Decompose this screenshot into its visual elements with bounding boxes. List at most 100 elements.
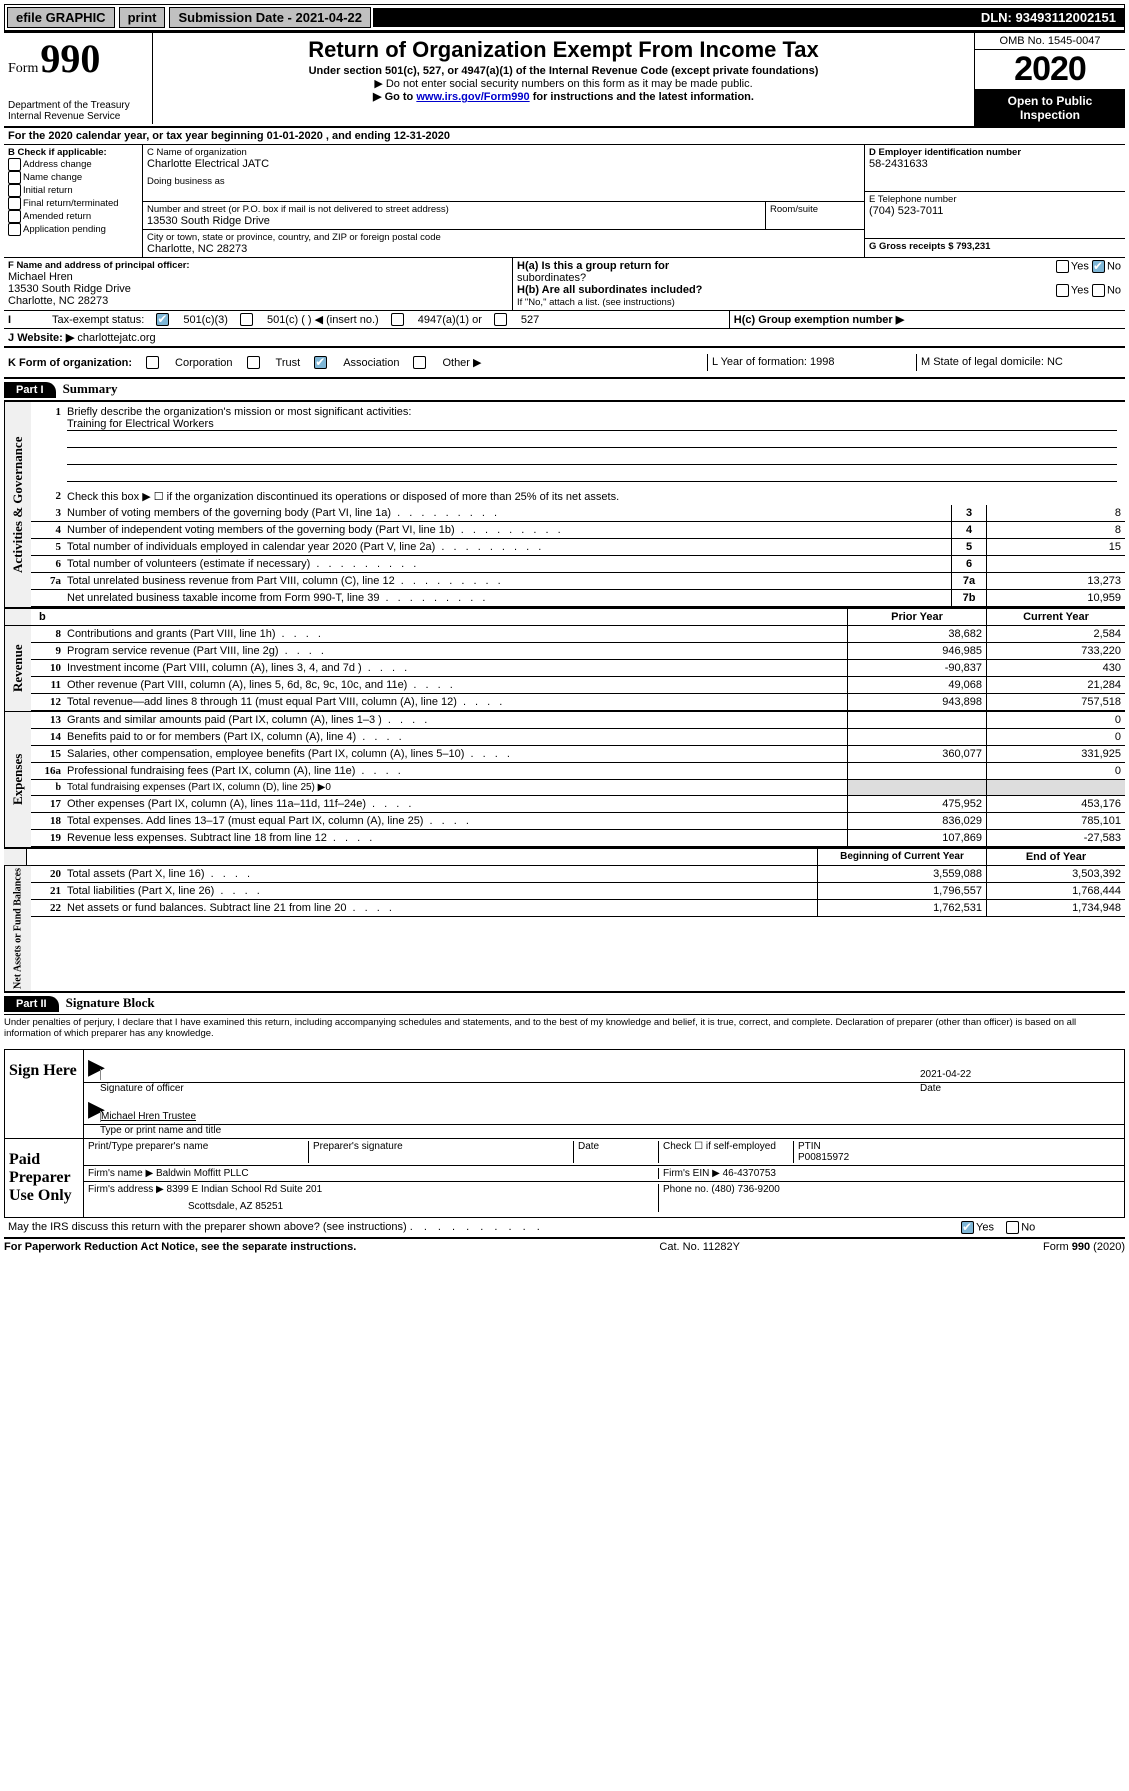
cb-501c3[interactable]	[156, 313, 169, 326]
ha-yes[interactable]	[1056, 260, 1069, 273]
room-label: Room/suite	[765, 202, 864, 229]
g-label: G Gross receipts $ 793,231	[869, 241, 1121, 252]
hb-yes[interactable]	[1056, 284, 1069, 297]
part2-label: Part II	[4, 996, 59, 1012]
summary-line: 7aTotal unrelated business revenue from …	[31, 573, 1125, 590]
firm-phone-label: Phone no.	[663, 1184, 709, 1195]
summary-line: 10Investment income (Part VIII, column (…	[31, 660, 1125, 677]
q1-text: Briefly describe the organization's miss…	[67, 406, 1117, 418]
instructions-link[interactable]: www.irs.gov/Form990	[416, 91, 529, 103]
prep-sig-label: Preparer's signature	[309, 1141, 574, 1163]
submission-date: Submission Date - 2021-04-22	[169, 7, 371, 28]
officer-addr2: Charlotte, NC 28273	[8, 295, 508, 307]
cb-4947[interactable]	[391, 313, 404, 326]
summary-line: Net unrelated business taxable income fr…	[31, 590, 1125, 607]
sig-officer-label: Signature of officer	[100, 1083, 920, 1094]
perjury-text: Under penalties of perjury, I declare th…	[4, 1014, 1125, 1041]
hb-no[interactable]	[1092, 284, 1105, 297]
prior-year-header: Prior Year	[847, 609, 986, 625]
firm-addr2: Scottsdale, AZ 85251	[188, 1201, 658, 1212]
summary-line: 15Salaries, other compensation, employee…	[31, 746, 1125, 763]
topbar: efile GRAPHIC print Submission Date - 20…	[4, 4, 1125, 31]
tax-year: 2020	[975, 50, 1125, 90]
cb-501c[interactable]	[240, 313, 253, 326]
summary-line: 16aProfessional fundraising fees (Part I…	[31, 763, 1125, 780]
cb-final[interactable]	[8, 197, 21, 210]
current-year-header: Current Year	[986, 609, 1125, 625]
vlabel-rev: Revenue	[4, 626, 31, 711]
typed-label: Type or print name and title	[100, 1125, 221, 1136]
footer-form: 990	[1072, 1241, 1090, 1253]
summary-line: 18Total expenses. Add lines 13–17 (must …	[31, 813, 1125, 830]
ha-label: H(a) Is this a group return for	[517, 260, 669, 272]
firm-ein: 46-4370753	[723, 1168, 776, 1179]
discuss-yes[interactable]	[961, 1221, 974, 1234]
officer-addr1: 13530 South Ridge Drive	[8, 283, 508, 295]
prep-date-label: Date	[574, 1141, 659, 1163]
city-value: Charlotte, NC 28273	[147, 243, 860, 255]
l-label: L Year of formation: 1998	[708, 354, 917, 371]
print-button[interactable]: print	[119, 7, 166, 28]
cb-amended[interactable]	[8, 210, 21, 223]
summary-line: 3Number of voting members of the governi…	[31, 505, 1125, 522]
summary-line: 21Total liabilities (Part X, line 26) . …	[31, 883, 1125, 900]
sig-date-label: Date	[920, 1083, 1120, 1094]
f-label: F Name and address of principal officer:	[8, 260, 508, 271]
efile-button[interactable]: efile GRAPHIC	[7, 7, 115, 28]
pra-notice: For Paperwork Reduction Act Notice, see …	[4, 1241, 356, 1253]
sign-here-label: Sign Here	[5, 1050, 84, 1138]
cb-assoc[interactable]	[314, 356, 327, 369]
cb-pending[interactable]	[8, 223, 21, 236]
ha-no[interactable]	[1092, 260, 1105, 273]
m-label: M State of legal domicile: NC	[917, 354, 1125, 371]
hb-label: H(b) Are all subordinates included?	[517, 284, 702, 297]
summary-line: 6Total number of volunteers (estimate if…	[31, 556, 1125, 573]
org-name: Charlotte Electrical JATC	[147, 158, 860, 170]
firm-ein-label: Firm's EIN ▶	[663, 1168, 720, 1179]
cb-527[interactable]	[494, 313, 507, 326]
summary-line: 17Other expenses (Part IX, column (A), l…	[31, 796, 1125, 813]
firm-name-label: Firm's name ▶	[88, 1168, 153, 1179]
cb-trust[interactable]	[247, 356, 260, 369]
discuss-no[interactable]	[1006, 1221, 1019, 1234]
cb-name-change[interactable]	[8, 171, 21, 184]
summary-line: bTotal fundraising expenses (Part IX, co…	[31, 780, 1125, 796]
ein-value: 58-2431633	[869, 158, 1121, 170]
hc-label: H(c) Group exemption number ▶	[734, 314, 904, 326]
paid-prep-label: Paid Preparer Use Only	[5, 1139, 84, 1217]
section-a-taxyear: For the 2020 calendar year, or tax year …	[4, 128, 1125, 145]
irs-label: Internal Revenue Service	[8, 111, 148, 122]
summary-line: 8Contributions and grants (Part VIII, li…	[31, 626, 1125, 643]
k-label: K Form of organization:	[8, 357, 132, 369]
dba-label: Doing business as	[147, 176, 860, 187]
firm-name: Baldwin Moffitt PLLC	[156, 1168, 249, 1179]
vlabel-net: Net Assets or Fund Balances	[4, 866, 31, 991]
firm-addr-label: Firm's address ▶	[88, 1184, 164, 1195]
open-public-1: Open to Public	[977, 94, 1123, 108]
cb-other[interactable]	[413, 356, 426, 369]
summary-line: 11Other revenue (Part VIII, column (A), …	[31, 677, 1125, 694]
c-label: C Name of organization	[147, 147, 860, 158]
summary-line: 13Grants and similar amounts paid (Part …	[31, 712, 1125, 729]
part1-label: Part I	[4, 382, 56, 398]
subtitle-2: ▶ Do not enter social security numbers o…	[157, 77, 970, 90]
firm-phone: (480) 736-9200	[711, 1184, 779, 1195]
street-address: 13530 South Ridge Drive	[147, 215, 761, 227]
ptin-label: PTIN	[798, 1141, 1120, 1152]
summary-line: 19Revenue less expenses. Subtract line 1…	[31, 830, 1125, 847]
cat-no: Cat. No. 11282Y	[659, 1241, 740, 1253]
q1-answer: Training for Electrical Workers	[67, 418, 1117, 431]
dln-label: DLN: 93493112002151	[373, 8, 1124, 27]
discuss-text: May the IRS discuss this return with the…	[8, 1221, 407, 1233]
summary-line: 12Total revenue—add lines 8 through 11 (…	[31, 694, 1125, 711]
addr-label: Number and street (or P.O. box if mail i…	[147, 204, 761, 215]
part2-title: Signature Block	[66, 995, 155, 1010]
sig-date: 2021-04-22	[920, 1069, 1120, 1080]
e-label: E Telephone number	[869, 194, 1121, 205]
summary-line: 22Net assets or fund balances. Subtract …	[31, 900, 1125, 917]
summary-line: 14Benefits paid to or for members (Part …	[31, 729, 1125, 746]
cb-corp[interactable]	[146, 356, 159, 369]
cb-addr-change[interactable]	[8, 158, 21, 171]
cb-initial[interactable]	[8, 184, 21, 197]
firm-addr1: 8399 E Indian School Rd Suite 201	[167, 1184, 323, 1195]
